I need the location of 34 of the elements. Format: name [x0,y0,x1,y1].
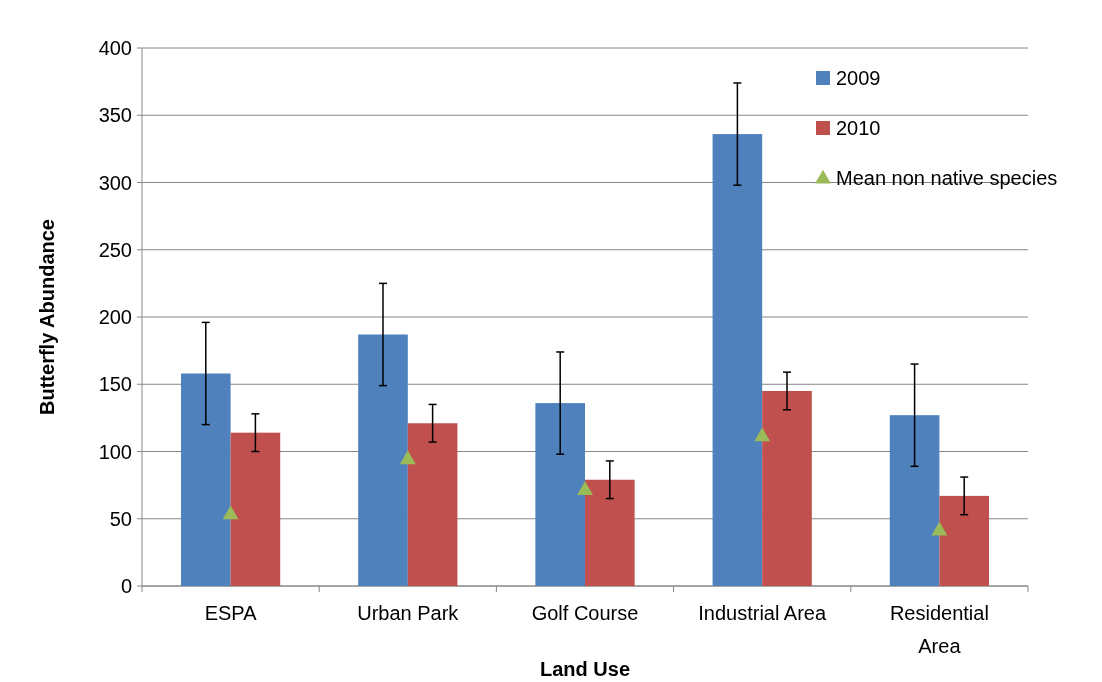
x-tick-label: Residential Area [889,602,989,657]
y-tick-label: 300 [98,171,132,194]
y-tick-label: 350 [98,104,132,127]
bar [358,334,408,586]
point [399,450,416,465]
y-tick-label: 0 [120,575,132,597]
x-tick-label: Golf Course [531,602,639,624]
y-tick-label: 200 [98,306,132,328]
x-axis-title: Land Use [539,658,631,680]
y-tick-label: 400 [98,37,132,59]
point [754,427,771,442]
bar [230,432,281,586]
bar [939,495,990,586]
legend-label: Mean non native species [836,167,1058,189]
point [577,481,593,496]
bar [535,403,585,586]
bar [407,423,458,586]
x-tick-label: Urban Park [357,602,460,624]
x-tick-label: Industrial Area [698,602,827,624]
bar [180,373,231,586]
point [222,505,239,520]
bar [712,134,763,586]
bar [889,415,940,586]
y-tick-label: 250 [98,238,132,261]
legend-label: 2009 [836,67,881,89]
point [931,521,948,536]
y-axis-title: Butterfly Abundance [36,219,58,415]
x-tick-label: ESPA [204,602,258,624]
legend-label: 2010 [836,117,881,139]
y-tick-label: 100 [98,440,132,463]
y-tick-label: 150 [98,373,132,396]
bar [762,390,812,586]
bar [585,479,635,586]
y-tick-label: 50 [109,507,132,530]
